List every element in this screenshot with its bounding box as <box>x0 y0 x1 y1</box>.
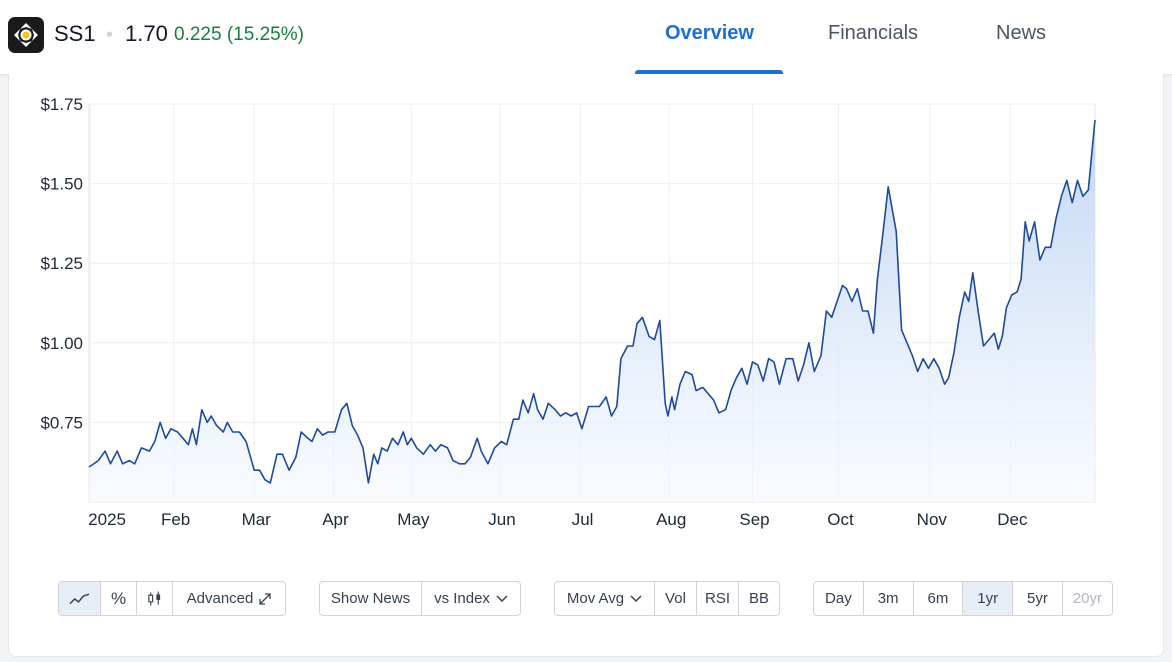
news-toolbar: Show News vs Index <box>319 581 521 616</box>
x-tick-label: Dec <box>997 510 1028 529</box>
chevron-down-icon <box>496 594 508 602</box>
price-area-fill <box>89 119 1095 503</box>
vs-index-label: vs Index <box>434 590 490 607</box>
rsi-button[interactable]: RSI <box>697 582 739 615</box>
advanced-label: Advanced <box>186 590 254 607</box>
x-axis: 2025 Feb Mar Apr May Jun Jul Aug Sep Oct Nov Dec <box>88 510 1028 529</box>
x-tick-label: Jul <box>572 510 594 529</box>
price-change: 0.225 (15.25%) <box>174 24 304 45</box>
x-tick-label: 2025 <box>88 510 126 529</box>
top-header: SS1 • 1.70 0.225 (15.25%) Overview Finan… <box>0 0 1172 75</box>
y-tick-label: $1.00 <box>40 334 83 353</box>
x-tick-label: Jun <box>488 510 515 529</box>
ticker-symbol: SS1 <box>54 21 96 46</box>
chart-type-toolbar: % Advanced <box>58 581 286 616</box>
line-chart-icon <box>69 593 90 604</box>
active-tab-indicator <box>635 70 783 75</box>
advanced-chart-button[interactable]: Advanced <box>173 582 285 615</box>
logo-mark-icon <box>14 23 38 47</box>
expand-icon <box>259 592 272 605</box>
candlestick-button[interactable] <box>137 582 173 615</box>
time-range-toolbar: Day 3m 6m 1yr 5yr 20yr <box>813 581 1113 616</box>
candlestick-icon <box>148 591 161 606</box>
range-1yr-button[interactable]: 1yr <box>963 582 1014 615</box>
range-20yr-button[interactable]: 20yr <box>1072 590 1103 607</box>
bollinger-bands-button[interactable]: BB <box>748 590 769 607</box>
x-tick-label: Sep <box>739 510 769 529</box>
x-tick-label: Oct <box>827 510 854 529</box>
range-day-button[interactable]: Day <box>814 582 864 615</box>
range-3m-button[interactable]: 3m <box>864 582 914 615</box>
price-line <box>88 119 1096 484</box>
last-price: 1.70 <box>125 21 168 46</box>
volume-button[interactable]: Vol <box>655 582 697 615</box>
range-6m-button[interactable]: 6m <box>914 582 964 615</box>
chevron-down-icon <box>630 594 642 602</box>
range-5yr-button[interactable]: 5yr <box>1013 582 1063 615</box>
mov-avg-dropdown[interactable]: Mov Avg <box>555 582 655 615</box>
tab-news[interactable]: News <box>996 22 1047 44</box>
mov-avg-label: Mov Avg <box>566 590 625 607</box>
y-tick-label: $0.75 <box>40 413 83 432</box>
line-chart-button[interactable] <box>59 582 101 615</box>
separator-dot: • <box>106 24 114 46</box>
x-tick-label: Apr <box>322 510 349 529</box>
x-tick-label: Mar <box>242 510 272 529</box>
y-tick-label: $1.25 <box>40 254 83 273</box>
x-tick-label: Feb <box>161 510 190 529</box>
tab-financials[interactable]: Financials <box>828 22 919 44</box>
tab-overview[interactable]: Overview <box>665 22 754 44</box>
indicators-toolbar: Mov Avg Vol RSI BB <box>554 581 780 616</box>
y-tick-label: $1.50 <box>40 175 83 194</box>
percent-button[interactable]: % <box>101 582 137 615</box>
y-axis: $0.75 $1.00 $1.25 $1.50 $1.75 <box>40 95 83 432</box>
show-news-button[interactable]: Show News <box>320 582 422 615</box>
x-tick-label: Nov <box>917 510 948 529</box>
x-tick-label: Aug <box>656 510 686 529</box>
x-tick-label: May <box>397 510 430 529</box>
vs-index-dropdown[interactable]: vs Index <box>422 582 520 615</box>
company-logo <box>8 17 44 53</box>
y-tick-label: $1.75 <box>40 95 83 114</box>
